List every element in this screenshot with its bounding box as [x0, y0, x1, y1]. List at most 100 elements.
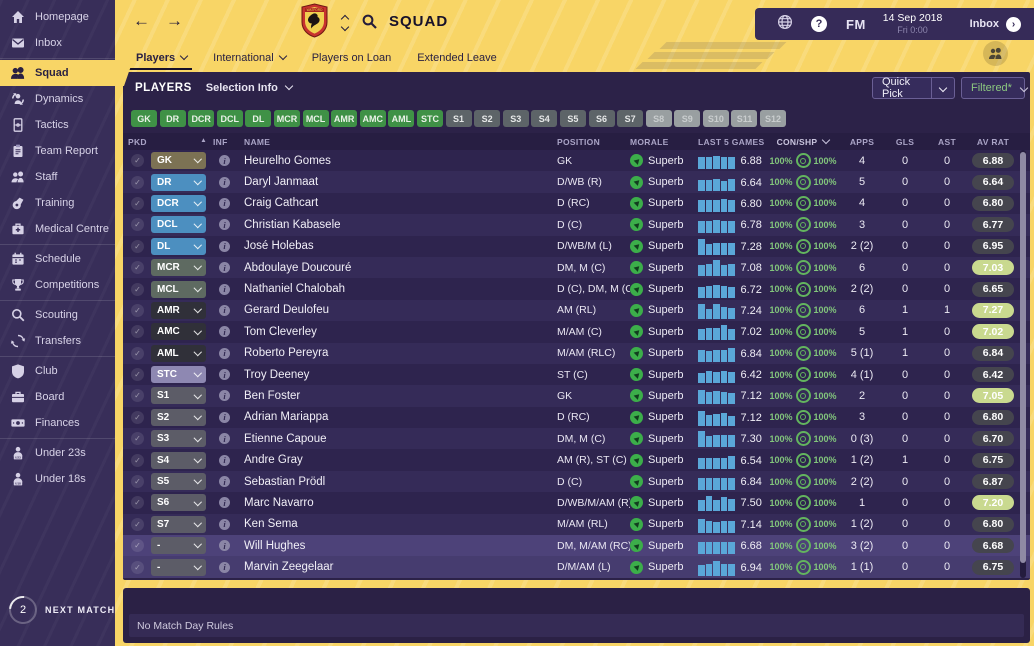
table-row[interactable]: ✓ DCR i Craig Cathcart D (RC) Superb 6.80 100% 1…	[123, 192, 1030, 215]
sidebar-item-staff[interactable]: Staff	[0, 164, 115, 190]
row-check-icon[interactable]: ✓	[131, 239, 144, 253]
sidebar-item-scouting[interactable]: Scouting	[0, 302, 115, 328]
filter-chip-s10[interactable]: S10	[702, 110, 729, 127]
table-row[interactable]: ✓ S2 i Adrian Mariappa D (RC) Superb 7.12 100% 1…	[123, 406, 1030, 429]
inbox-button[interactable]: Inbox ›	[970, 16, 1021, 32]
pkd-dropdown[interactable]: GK	[151, 152, 206, 170]
info-icon[interactable]: i	[219, 347, 230, 359]
filter-chip-s1[interactable]: S1	[445, 110, 472, 127]
pkd-dropdown[interactable]: DR	[151, 173, 206, 191]
row-check-icon[interactable]: ✓	[131, 282, 144, 296]
info-icon[interactable]: i	[219, 518, 230, 530]
player-name[interactable]: Will Hughes	[244, 539, 306, 552]
column-header-position[interactable]: POSITION	[557, 136, 601, 147]
row-check-icon[interactable]: ✓	[131, 539, 144, 553]
table-row[interactable]: ✓ S4 i Andre Gray AM (R), ST (C) Superb 6.54 10…	[123, 449, 1030, 471]
table-row[interactable]: ✓ DCL i Christian Kabasele D (C) Superb 6.78 10…	[123, 214, 1030, 236]
sidebar-item-dynamics[interactable]: Dynamics	[0, 86, 115, 112]
pkd-dropdown[interactable]: S3	[151, 430, 206, 448]
column-header-conshp[interactable]: CON/SHP	[766, 135, 840, 147]
next-match-indicator[interactable]: 2 NEXT MATCH	[0, 590, 124, 630]
row-check-icon[interactable]: ✓	[131, 453, 144, 467]
pkd-dropdown[interactable]: MCR	[151, 259, 206, 277]
filter-chip-dl[interactable]: DL	[245, 110, 272, 127]
table-row[interactable]: ✓ S5 i Sebastian Prödl D (C) Superb 6.84 100% 10…	[123, 470, 1030, 493]
player-name[interactable]: Roberto Pereyra	[244, 347, 329, 360]
column-header-gls[interactable]: GLS	[895, 136, 915, 147]
tab-extended-leave[interactable]: Extended Leave	[417, 51, 497, 64]
row-check-icon[interactable]: ✓	[131, 346, 144, 360]
pkd-dropdown[interactable]: S1	[151, 387, 206, 405]
info-icon[interactable]: i	[219, 197, 230, 209]
filter-chip-s2[interactable]: S2	[474, 110, 501, 127]
info-icon[interactable]: i	[219, 411, 230, 423]
filter-chip-s3[interactable]: S3	[502, 110, 529, 127]
table-row[interactable]: ✓ MCR i Abdoulaye Doucouré DM, M (C) Superb 7.…	[123, 256, 1030, 279]
table-row[interactable]: ✓ AML i Roberto Pereyra M/AM (RLC) Superb 6.84…	[123, 342, 1030, 364]
info-icon[interactable]: i	[219, 390, 230, 402]
player-name[interactable]: Sebastian Prödl	[244, 475, 326, 488]
info-icon[interactable]: i	[219, 454, 230, 466]
filter-chip-s4[interactable]: S4	[531, 110, 558, 127]
sidebar-item-homepage[interactable]: Homepage	[0, 4, 115, 30]
player-name[interactable]: Marc Navarro	[244, 496, 314, 509]
row-check-icon[interactable]: ✓	[131, 475, 144, 489]
row-check-icon[interactable]: ✓	[131, 496, 144, 510]
column-header-ast[interactable]: AST	[938, 136, 956, 147]
table-row[interactable]: ✓ GK i Heurelho Gomes GK Superb 6.88 100% 100% 4 0…	[123, 150, 1030, 172]
player-name[interactable]: Christian Kabasele	[244, 218, 341, 231]
column-header-morale[interactable]: MORALE	[630, 136, 669, 147]
column-header-apps[interactable]: APPS	[849, 136, 875, 147]
filter-chip-s8[interactable]: S8	[645, 110, 672, 127]
filter-chip-aml[interactable]: AML	[388, 110, 415, 127]
player-name[interactable]: Abdoulaye Doucouré	[244, 261, 352, 274]
sidebar-item-under-18s[interactable]: U18 Under 18s	[0, 466, 115, 492]
filter-chip-mcr[interactable]: MCR	[273, 110, 300, 127]
info-icon[interactable]: i	[219, 262, 230, 274]
info-icon[interactable]: i	[219, 476, 230, 488]
sidebar-item-team-report[interactable]: Team Report	[0, 138, 115, 164]
column-header-name[interactable]: NAME	[244, 136, 271, 147]
info-icon[interactable]: i	[219, 240, 230, 252]
tab-players-on-loan[interactable]: Players on Loan	[311, 51, 392, 64]
sidebar-item-transfers[interactable]: Transfers	[0, 328, 115, 354]
row-check-icon[interactable]: ✓	[131, 560, 144, 574]
pkd-dropdown[interactable]: DL	[151, 237, 206, 255]
player-name[interactable]: Heurelho Gomes	[244, 154, 331, 167]
player-name[interactable]: Craig Cathcart	[244, 197, 319, 210]
sidebar-item-schedule[interactable]: Schedule	[0, 246, 115, 272]
sidebar-item-competitions[interactable]: Competitions	[0, 272, 115, 298]
tab-international[interactable]: International	[200, 45, 299, 70]
pkd-dropdown[interactable]: -	[151, 558, 206, 576]
row-check-icon[interactable]: ✓	[131, 517, 144, 531]
player-name[interactable]: Ken Sema	[244, 518, 298, 531]
filter-chip-s6[interactable]: S6	[588, 110, 615, 127]
squad-selection-icon[interactable]	[983, 41, 1008, 66]
table-row[interactable]: ✓ - i Marvin Zeegelaar D/M/AM (L) Superb 6.94 1…	[123, 556, 1030, 578]
pkd-dropdown[interactable]: S5	[151, 473, 206, 491]
column-header-inf[interactable]: INF	[213, 136, 228, 147]
row-check-icon[interactable]: ✓	[131, 389, 144, 403]
table-row[interactable]: ✓ DR i Daryl Janmaat D/WB (R) Superb 6.64 100% 1…	[123, 171, 1030, 193]
pkd-dropdown[interactable]: DCR	[151, 194, 206, 212]
sidebar-item-squad[interactable]: Squad	[0, 60, 133, 86]
player-name[interactable]: Troy Deeney	[244, 368, 310, 381]
player-name[interactable]: Daryl Janmaat	[244, 176, 319, 189]
filter-chip-s12[interactable]: S12	[760, 110, 787, 127]
info-icon[interactable]: i	[219, 176, 230, 188]
filter-chip-amc[interactable]: AMC	[359, 110, 386, 127]
row-check-icon[interactable]: ✓	[131, 175, 144, 189]
column-header-last5[interactable]: LAST 5 GAMES	[698, 136, 765, 147]
table-row[interactable]: ✓ AMC i Tom Cleverley M/AM (C) Superb 7.02 100%…	[123, 321, 1030, 343]
help-icon[interactable]: ?	[811, 16, 827, 32]
filter-chip-dcr[interactable]: DCR	[188, 110, 215, 127]
club-crest-watford[interactable]: WATFORD	[301, 3, 328, 43]
info-icon[interactable]: i	[219, 326, 230, 338]
table-row[interactable]: ✓ AMR i Gerard Deulofeu AM (RL) Superb 7.24 100…	[123, 299, 1030, 322]
row-check-icon[interactable]: ✓	[131, 154, 144, 168]
pkd-dropdown[interactable]: AMC	[151, 323, 206, 341]
player-name[interactable]: Marvin Zeegelaar	[244, 561, 334, 574]
column-header-avrat[interactable]: AV RAT	[976, 136, 1010, 147]
row-check-icon[interactable]: ✓	[131, 432, 144, 446]
sidebar-item-training[interactable]: Training	[0, 190, 115, 216]
